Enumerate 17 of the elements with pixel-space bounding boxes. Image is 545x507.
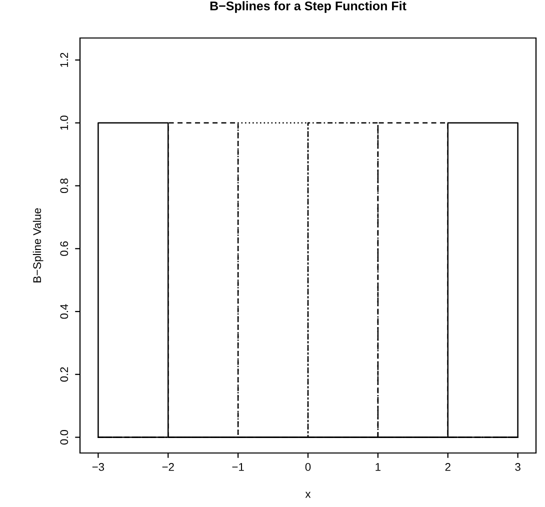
x-tick-label: 1 xyxy=(376,463,380,471)
y-tick-label: 0.6 xyxy=(60,241,68,256)
x-tick-label: 3 xyxy=(515,463,520,471)
x-tick-label: 0 xyxy=(305,463,311,471)
y-tick-label: 0.2 xyxy=(60,367,68,382)
x-axis-title: x xyxy=(305,492,311,498)
y-tick-label: 0.4 xyxy=(60,304,68,319)
y-tick-label: 1.2 xyxy=(60,52,68,67)
x-tick-label: −3 xyxy=(92,463,104,471)
y-tick-label: 0.8 xyxy=(60,178,68,194)
chart-title: B−Splines for a Step Function Fit xyxy=(210,1,406,13)
y-axis-title: B−Spline Value xyxy=(32,208,44,282)
y-tick-label: 0.0 xyxy=(60,430,68,445)
y-tick-label: 1.0 xyxy=(60,116,68,130)
x-tick-label: −2 xyxy=(162,463,174,471)
x-tick-label: −1 xyxy=(232,463,244,471)
x-tick-label: 2 xyxy=(445,463,450,471)
